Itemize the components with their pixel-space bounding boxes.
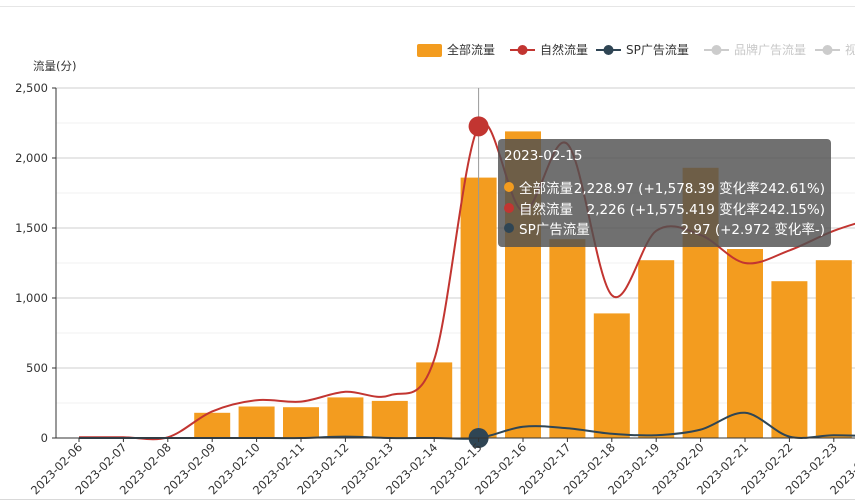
y-tick-label: 0: [41, 431, 48, 445]
tooltip-dot: [504, 202, 514, 213]
legend-label: 视频广告流量: [845, 42, 855, 57]
tooltip-rows: 全部流量 2,228.97 (+1,578.39 变化率242.61%) 自然流量 2…: [504, 177, 825, 239]
legend-item-品牌广告流量[interactable]: 品牌广告流量: [704, 43, 806, 57]
y-tick-label: 500: [26, 361, 48, 375]
marker-自然流量: [468, 116, 489, 137]
legend-item-自然流量[interactable]: 自然流量: [510, 42, 588, 57]
tooltip-series-name: 全部流量: [519, 181, 573, 198]
legend-swatch-dot: [822, 45, 833, 55]
y-axis: 0 500 1,000 1,500 2,000 2,500: [15, 81, 57, 445]
bar-2023-02-21[interactable]: [727, 249, 763, 438]
bar-2023-02-11[interactable]: [283, 407, 319, 438]
tooltip-row: 自然流量 2,226 (+1,575.419 变化率242.15%): [504, 198, 825, 219]
tooltip-series-name: 自然流量: [519, 201, 573, 218]
legend-label: 自然流量: [540, 42, 588, 57]
tooltip-dot: [504, 223, 514, 234]
bar-2023-02-10[interactable]: [238, 406, 275, 439]
bar-2023-02-17[interactable]: [549, 239, 586, 438]
legend[interactable]: 全部流量 自然流量 SP广告流量 品牌广告流量 视频广告流量: [417, 42, 855, 57]
tooltip-dot: [504, 182, 514, 193]
tooltip-title: 2023-02-15: [504, 148, 583, 164]
y-tick-label: 1,000: [15, 291, 48, 305]
y-tick-label: 2,500: [15, 81, 48, 95]
bar-2023-02-09[interactable]: [194, 412, 231, 438]
legend-item-全部流量[interactable]: 全部流量: [417, 42, 495, 57]
tooltip-series-value: 2.97 (+2.972 变化率-): [680, 222, 825, 239]
legend-label: 品牌广告流量: [734, 43, 806, 57]
tooltip-row: SP广告流量 2.97 (+2.972 变化率-): [504, 218, 825, 239]
legend-item-SP广告流量[interactable]: SP广告流量: [596, 43, 689, 57]
bar-2023-02-22[interactable]: [771, 281, 808, 438]
bottom-divider: [0, 499, 855, 500]
legend-item-视频广告流量[interactable]: 视频广告流量: [815, 42, 855, 57]
y-tick-label: 2,000: [15, 151, 48, 165]
x-axis: 2023-02-062023-02-072023-02-082023-02-09…: [28, 437, 855, 497]
y-tick-label: 1,500: [15, 221, 48, 235]
legend-swatch-dot: [711, 45, 722, 55]
bar-2023-02-14[interactable]: [416, 362, 453, 438]
tooltip-series-value: 2,226 (+1,575.419 变化率242.15%): [586, 201, 825, 218]
legend-label: 全部流量: [447, 42, 495, 57]
bar-2023-02-12[interactable]: [327, 397, 364, 438]
legend-swatch-dot: [603, 45, 614, 55]
y-axis-title: 流量(分): [33, 59, 76, 73]
legend-swatch-dot: [517, 45, 528, 55]
bar-2023-02-23[interactable]: [815, 260, 852, 438]
highlight-markers: [468, 116, 489, 448]
bar-2023-02-13[interactable]: [371, 400, 408, 438]
tooltip-series-name: SP广告流量: [519, 222, 590, 239]
legend-swatch: [417, 44, 442, 57]
legend-label: SP广告流量: [626, 43, 689, 57]
tooltip-series-value: 2,228.97 (+1,578.39 变化率242.61%): [573, 181, 825, 198]
bar-2023-02-18[interactable]: [593, 313, 630, 438]
tooltip: 2023-02-15 全部流量 2,228.97 (+1,578.39 变化率24…: [498, 139, 831, 247]
top-divider: [0, 6, 855, 7]
tooltip-row: 全部流量 2,228.97 (+1,578.39 变化率242.61%): [504, 177, 825, 198]
bar-2023-02-19[interactable]: [638, 260, 675, 438]
